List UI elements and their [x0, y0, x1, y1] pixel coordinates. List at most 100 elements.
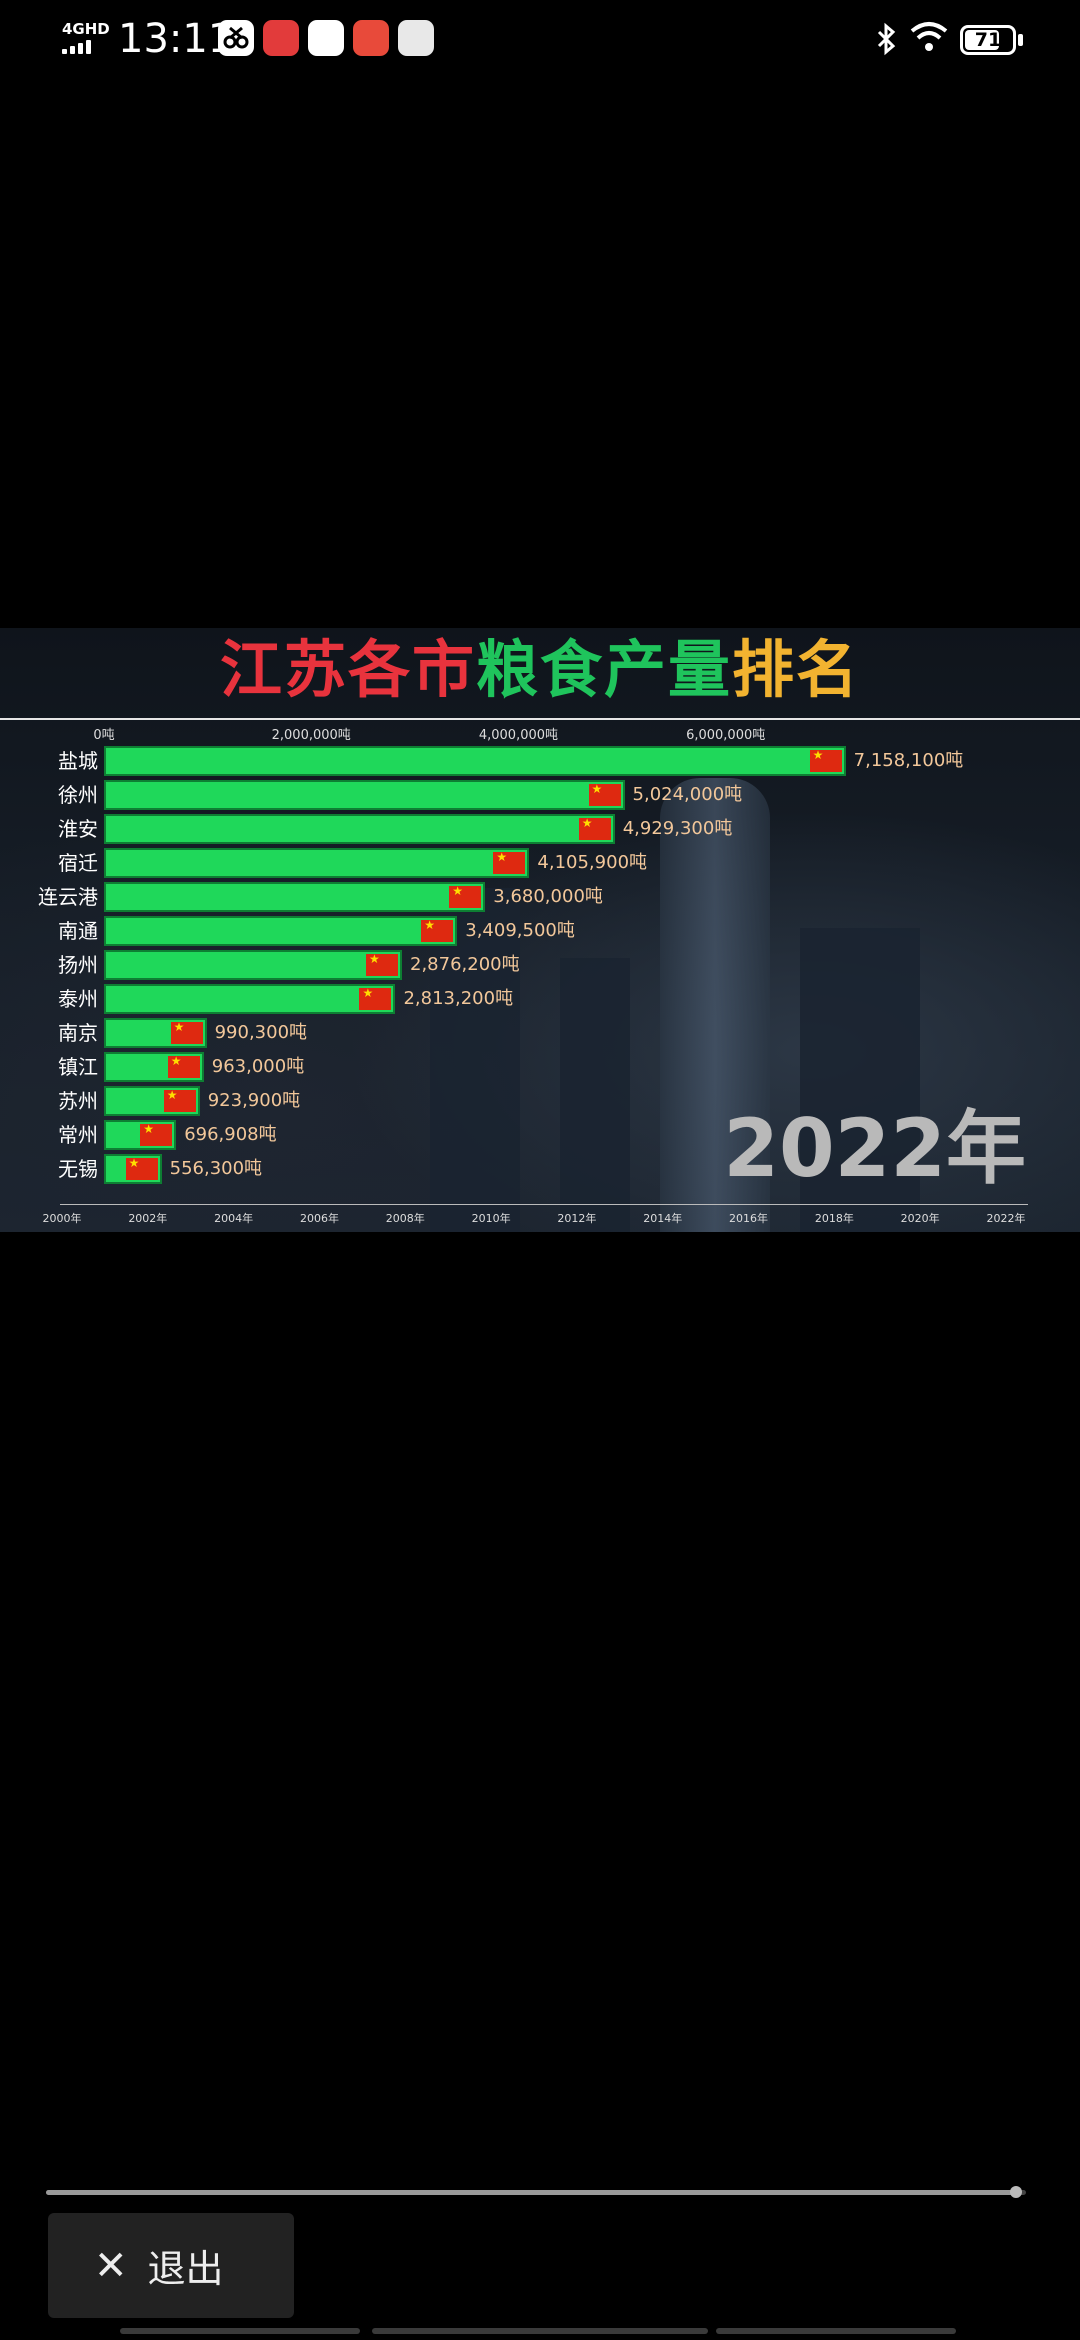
timeline-tick-label: 2002年 — [128, 1212, 168, 1225]
china-flag-icon — [493, 850, 526, 874]
timeline-tick-label: 2012年 — [557, 1212, 597, 1225]
category-label: 连云港 — [38, 885, 98, 909]
title-divider — [0, 718, 1080, 720]
bar — [104, 950, 402, 980]
value-label: 990,300吨 — [214, 1022, 308, 1043]
bar-row: 连云港 3,680,000吨 — [0, 882, 1080, 912]
china-flag-icon — [421, 918, 454, 942]
background-tower — [660, 778, 770, 1232]
category-label: 镇江 — [58, 1055, 98, 1079]
battery-level: 71 — [974, 29, 1002, 51]
china-flag-icon — [588, 782, 621, 806]
clock: 13:11 — [118, 16, 234, 62]
timeline-tick-label: 2022年 — [986, 1212, 1026, 1225]
category-label: 徐州 — [58, 783, 98, 807]
bar-row: 镇江 963,000吨 — [0, 1052, 1080, 1082]
background-building — [800, 928, 920, 1232]
category-label: 南通 — [58, 919, 98, 943]
battery-icon: 71 — [960, 25, 1016, 55]
category-label: 扬州 — [58, 953, 98, 977]
bluetooth-icon — [876, 22, 898, 64]
title-part-1: 江苏各市 — [219, 633, 476, 706]
bar — [104, 984, 396, 1014]
bar-row: 扬州 2,876,200吨 — [0, 950, 1080, 980]
status-bar: 4GHD 13:11 71 — [0, 0, 1080, 80]
category-label: 淮安 — [58, 817, 98, 841]
bar-row: 南通 3,409,500吨 — [0, 916, 1080, 946]
category-label: 泰州 — [58, 987, 98, 1011]
bar-row: 盐城 7,158,100吨 — [0, 746, 1080, 776]
timeline-tick-label: 2006年 — [299, 1212, 339, 1225]
gesture-bar — [372, 2328, 708, 2334]
bar-row: 苏州 923,900吨 — [0, 1086, 1080, 1116]
bar — [104, 780, 625, 810]
category-label: 宿迁 — [58, 851, 98, 875]
timeline-axis — [60, 1204, 1028, 1205]
bar-row: 泰州 2,813,200吨 — [0, 984, 1080, 1014]
exit-label: 退出 — [147, 2247, 224, 2291]
bar — [104, 848, 530, 878]
bar — [104, 882, 486, 912]
video-frame[interactable]: 江苏各市粮食产量排名 0吨 2,000,000吨 4,000,000吨 6,000,0… — [0, 628, 1080, 1232]
timeline-tick-label: 2016年 — [729, 1212, 769, 1225]
bar — [104, 814, 615, 844]
value-label: 696,908吨 — [184, 1124, 277, 1145]
bar-row: 徐州 5,024,000吨 — [0, 780, 1080, 810]
value-label: 5,024,000吨 — [632, 784, 743, 805]
bar — [104, 916, 458, 946]
china-flag-icon — [359, 986, 392, 1010]
scissors-app-icon — [218, 20, 254, 56]
value-label: 963,000吨 — [211, 1056, 305, 1077]
timeline-tick-label: 2010年 — [471, 1212, 511, 1225]
year-overlay: 2022年 — [723, 1102, 1026, 1195]
value-label: 2,813,200吨 — [403, 988, 514, 1009]
category-label: 苏州 — [58, 1089, 98, 1113]
value-label: 4,929,300吨 — [622, 818, 733, 839]
bar-row: 常州 696,908吨 — [0, 1120, 1080, 1150]
video-progress-bar[interactable] — [46, 2190, 1026, 2195]
china-flag-icon — [578, 816, 611, 840]
x-tick-label: 6,000,000吨 — [686, 728, 766, 743]
china-flag-icon — [140, 1122, 173, 1146]
wifi-icon — [910, 20, 948, 58]
tieba-app-icon — [308, 20, 344, 56]
timeline-tick-label: 2004年 — [214, 1212, 254, 1225]
gesture-bar — [120, 2328, 360, 2334]
china-flag-icon — [366, 952, 398, 976]
exit-button[interactable]: ✕ 退出 — [48, 2213, 294, 2318]
bar — [104, 746, 846, 776]
value-label: 4,105,900吨 — [537, 852, 648, 873]
timeline-tick-label: 2008年 — [385, 1212, 425, 1225]
taobao-app-icon — [263, 20, 299, 56]
category-label: 盐城 — [58, 749, 98, 773]
china-flag-icon — [809, 748, 842, 772]
value-label: 3,680,000吨 — [493, 886, 603, 907]
value-label: 7,158,100吨 — [853, 750, 964, 771]
bar-row: 南京 990,300吨 — [0, 1018, 1080, 1048]
timeline-tick-label: 2020年 — [900, 1212, 940, 1225]
bar-row: 宿迁 4,105,900吨 — [0, 848, 1080, 878]
timeline-tick-label: 2000年 — [42, 1212, 82, 1225]
gesture-bar — [716, 2328, 956, 2334]
battery-tip — [1018, 34, 1023, 46]
china-flag-icon — [449, 884, 482, 908]
category-label: 南京 — [58, 1021, 98, 1045]
x-tick-label: 0吨 — [93, 728, 115, 743]
bar-row: 淮安 4,929,300吨 — [0, 814, 1080, 844]
timeline-tick-label: 2014年 — [643, 1212, 683, 1225]
title-part-2: 粮食产量 — [475, 633, 732, 706]
network-type: 4GHD — [62, 20, 110, 38]
china-flag-icon — [125, 1156, 158, 1180]
chart-title: 江苏各市粮食产量排名 — [0, 630, 1080, 710]
value-label: 3,409,500吨 — [465, 920, 575, 941]
close-icon: ✕ — [94, 2242, 128, 2289]
title-part-3: 排名 — [732, 633, 861, 706]
value-label: 556,300吨 — [169, 1158, 263, 1179]
shop-app-icon — [353, 20, 389, 56]
x-tick-label: 4,000,000吨 — [478, 728, 559, 743]
avatar-app-icon — [398, 20, 434, 56]
progress-knob[interactable] — [1010, 2186, 1023, 2198]
category-label: 无锡 — [58, 1157, 98, 1181]
timeline-tick-label: 2018年 — [814, 1212, 854, 1225]
value-label: 2,876,200吨 — [410, 954, 520, 975]
